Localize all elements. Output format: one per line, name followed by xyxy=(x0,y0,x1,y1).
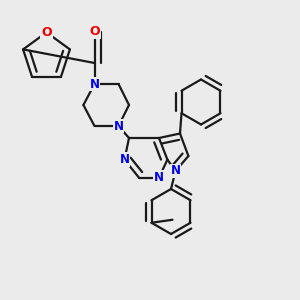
Text: N: N xyxy=(113,119,124,133)
Text: O: O xyxy=(41,26,52,39)
Text: N: N xyxy=(170,164,181,178)
Text: N: N xyxy=(154,171,164,184)
Text: O: O xyxy=(89,25,100,38)
Text: N: N xyxy=(89,77,100,91)
Text: N: N xyxy=(119,153,130,166)
